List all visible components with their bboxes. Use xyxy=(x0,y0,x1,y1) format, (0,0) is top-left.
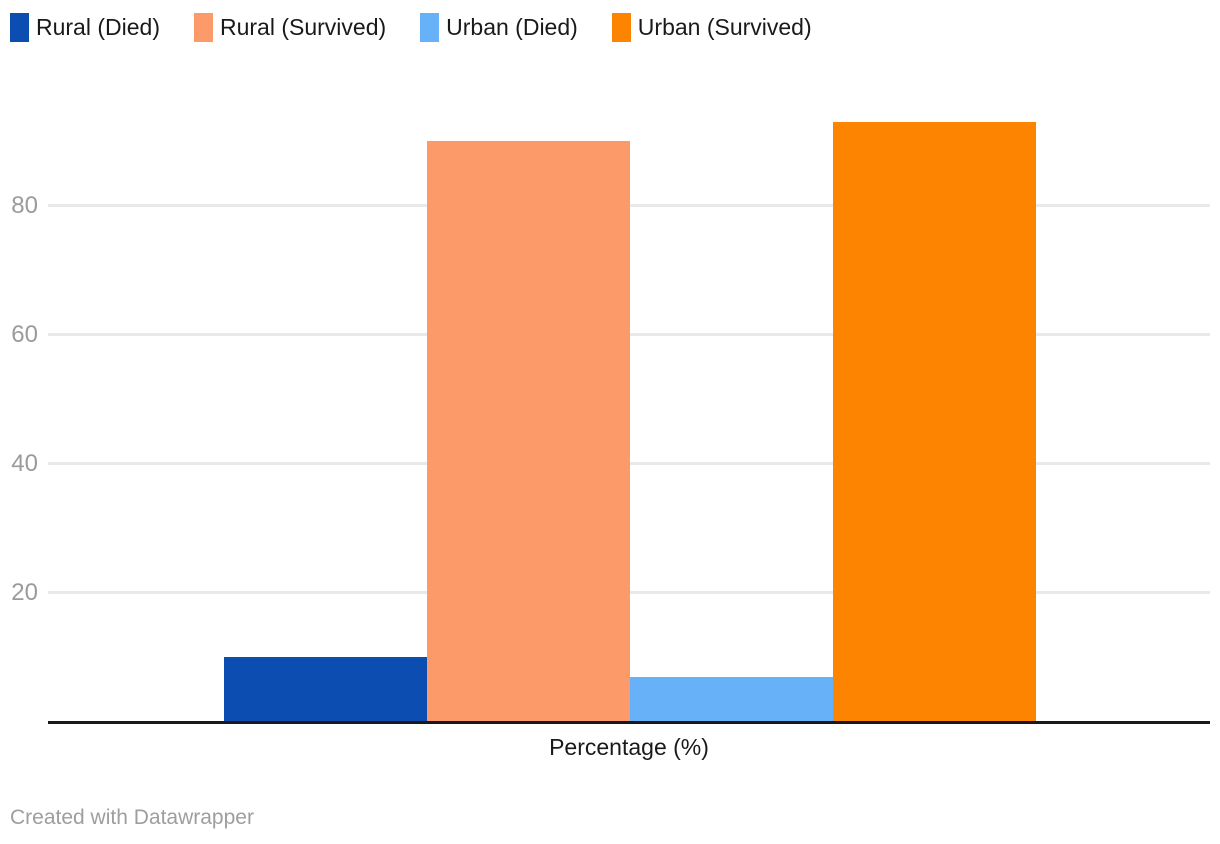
legend-swatch-icon xyxy=(420,13,440,42)
x-axis-title: Percentage (%) xyxy=(549,734,709,760)
y-tick-label-60: 60 xyxy=(11,320,38,348)
x-axis-line xyxy=(48,721,1210,724)
y-tick-label-80: 80 xyxy=(11,191,38,219)
bar-rural-survived xyxy=(427,141,630,722)
legend-label: Rural (Survived) xyxy=(219,14,387,40)
legend-swatch-icon xyxy=(193,13,213,42)
bar-rural-died xyxy=(224,657,427,722)
bar-urban-died xyxy=(630,676,833,722)
legend-item-urban-died: Urban (Died) xyxy=(420,13,578,42)
bar-urban-survived xyxy=(833,121,1036,722)
legend-label: Rural (Died) xyxy=(36,14,160,40)
legend-item-rural-died: Rural (Died) xyxy=(10,13,160,42)
legend-item-rural-survived: Rural (Survived) xyxy=(193,13,387,42)
legend: Rural (Died) Rural (Survived) Urban (Died)… xyxy=(10,13,812,42)
y-tick-label-40: 40 xyxy=(11,449,38,477)
legend-item-urban-survived: Urban (Survived) xyxy=(611,13,812,42)
legend-swatch-icon xyxy=(10,13,29,42)
legend-label: Urban (Survived) xyxy=(637,14,812,40)
legend-swatch-icon xyxy=(611,13,631,42)
datawrapper-credit: Created with Datawrapper xyxy=(10,806,254,829)
y-tick-label-20: 20 xyxy=(11,578,38,606)
legend-label: Urban (Died) xyxy=(446,14,578,40)
